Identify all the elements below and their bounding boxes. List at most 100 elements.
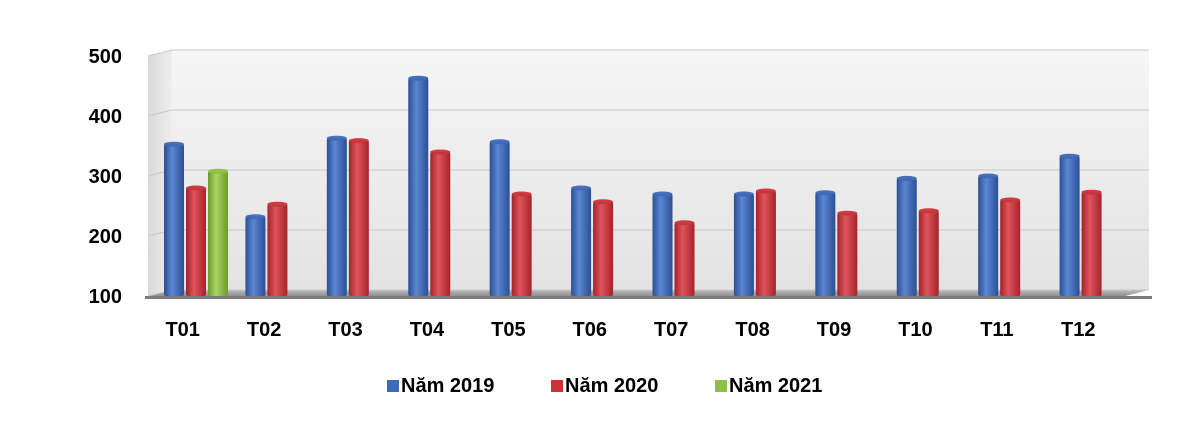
y-tick-label: 200 — [89, 226, 122, 248]
bar-t09-1 — [837, 210, 858, 296]
bar-body — [430, 152, 451, 296]
bar-top — [267, 201, 288, 207]
bar-body — [164, 144, 184, 296]
bar-body — [186, 188, 206, 296]
x-tick-label: T10 — [898, 319, 932, 341]
gridline — [147, 49, 1149, 57]
bar-t04-1 — [430, 149, 451, 296]
bar-top — [1059, 153, 1080, 159]
legend-swatch — [715, 380, 727, 392]
bar-top — [652, 191, 673, 197]
x-tick-label: T02 — [247, 319, 281, 341]
bars-group — [164, 75, 1102, 296]
floor — [148, 290, 1149, 296]
bar-t10-1 — [918, 208, 939, 296]
bar-top — [674, 220, 695, 226]
bar-body — [208, 171, 228, 296]
bar-body — [1059, 156, 1080, 296]
bar-body — [1081, 192, 1102, 296]
bar-body — [348, 140, 369, 296]
legend-label: Năm 2021 — [729, 375, 822, 397]
bar-t09-0 — [815, 190, 836, 296]
bar-top — [1000, 197, 1021, 203]
bar-top — [326, 135, 347, 141]
bar-body — [489, 141, 510, 296]
bar-body — [733, 194, 754, 296]
bar-t05-1 — [511, 191, 532, 296]
legend: Năm 2019 Năm 2020 Năm 2021 — [387, 375, 822, 397]
bar-top — [896, 175, 917, 181]
bar-top — [571, 185, 592, 191]
legend-item-1: Năm 2020 — [551, 375, 658, 397]
bar-t06-1 — [593, 199, 614, 296]
bar-body — [408, 78, 429, 296]
bar-top — [511, 191, 532, 197]
legend-swatch — [387, 380, 399, 392]
x-tick-label: T06 — [573, 319, 607, 341]
bar-t03-0 — [326, 135, 347, 296]
x-tick-label: T01 — [165, 319, 199, 341]
legend-item-2: Năm 2021 — [715, 375, 822, 397]
x-tick-label: T09 — [817, 319, 851, 341]
bar-t11-0 — [978, 173, 999, 296]
bar-top — [733, 191, 754, 197]
bar-t07-0 — [652, 191, 673, 296]
y-axis-ticks: 100 200 300 400 500 — [89, 46, 122, 308]
bar-body — [511, 194, 532, 296]
x-axis-ticks: T01 T02 T03 T04 T05 T06 T07 T08 T09 T10 T11 T12 — [165, 319, 1095, 341]
x-tick-label: T04 — [410, 319, 445, 341]
bar-t12-1 — [1081, 189, 1102, 296]
bar-t02-0 — [245, 214, 266, 296]
bar-t06-0 — [571, 185, 592, 296]
bar-t08-0 — [733, 191, 754, 296]
bar-body — [896, 178, 917, 296]
bar-body — [1000, 200, 1021, 296]
bar-top — [208, 168, 228, 174]
bar-t07-1 — [674, 220, 695, 296]
x-tick-label: T12 — [1061, 319, 1095, 341]
bar-t01-2 — [208, 168, 228, 296]
bar-body — [755, 191, 776, 296]
legend-label: Năm 2019 — [401, 375, 494, 397]
y-tick-label: 400 — [89, 106, 122, 128]
bar-body — [245, 216, 266, 296]
bar-top — [164, 141, 184, 147]
bar-top — [837, 210, 858, 216]
bar-t02-1 — [267, 201, 288, 296]
bar-t08-1 — [755, 188, 776, 296]
x-tick-label: T07 — [654, 319, 688, 341]
bar-body — [674, 222, 695, 296]
x-tick-label: T08 — [735, 319, 769, 341]
bar-top — [755, 188, 776, 194]
bar-t05-0 — [489, 139, 510, 296]
bar-t03-1 — [348, 138, 369, 296]
bar-top — [348, 138, 369, 144]
bar-body — [571, 188, 592, 296]
bar-top — [245, 214, 266, 220]
x-tick-label: T11 — [980, 319, 1013, 341]
bar-body — [837, 213, 858, 296]
y-tick-label: 100 — [89, 286, 122, 308]
bar-top — [1081, 189, 1102, 195]
y-tick-label: 500 — [89, 46, 122, 68]
bar-top — [186, 185, 206, 191]
gridline — [147, 109, 1149, 117]
bar-body — [593, 201, 614, 296]
bar-top — [593, 199, 614, 205]
floor-edge — [145, 296, 1152, 299]
back-wall — [148, 50, 1149, 296]
bar-top — [918, 208, 939, 214]
bar-top — [978, 173, 999, 179]
bar-t01-1 — [186, 185, 206, 296]
bar-top — [408, 75, 429, 81]
bar-body — [267, 204, 288, 296]
x-tick-label: T05 — [491, 319, 525, 341]
bar-top — [489, 139, 510, 145]
bar-body — [652, 194, 673, 296]
bar-top — [815, 190, 836, 196]
y-tick-label: 300 — [89, 166, 122, 188]
bar-body — [918, 210, 939, 296]
bar-t10-0 — [896, 175, 917, 296]
